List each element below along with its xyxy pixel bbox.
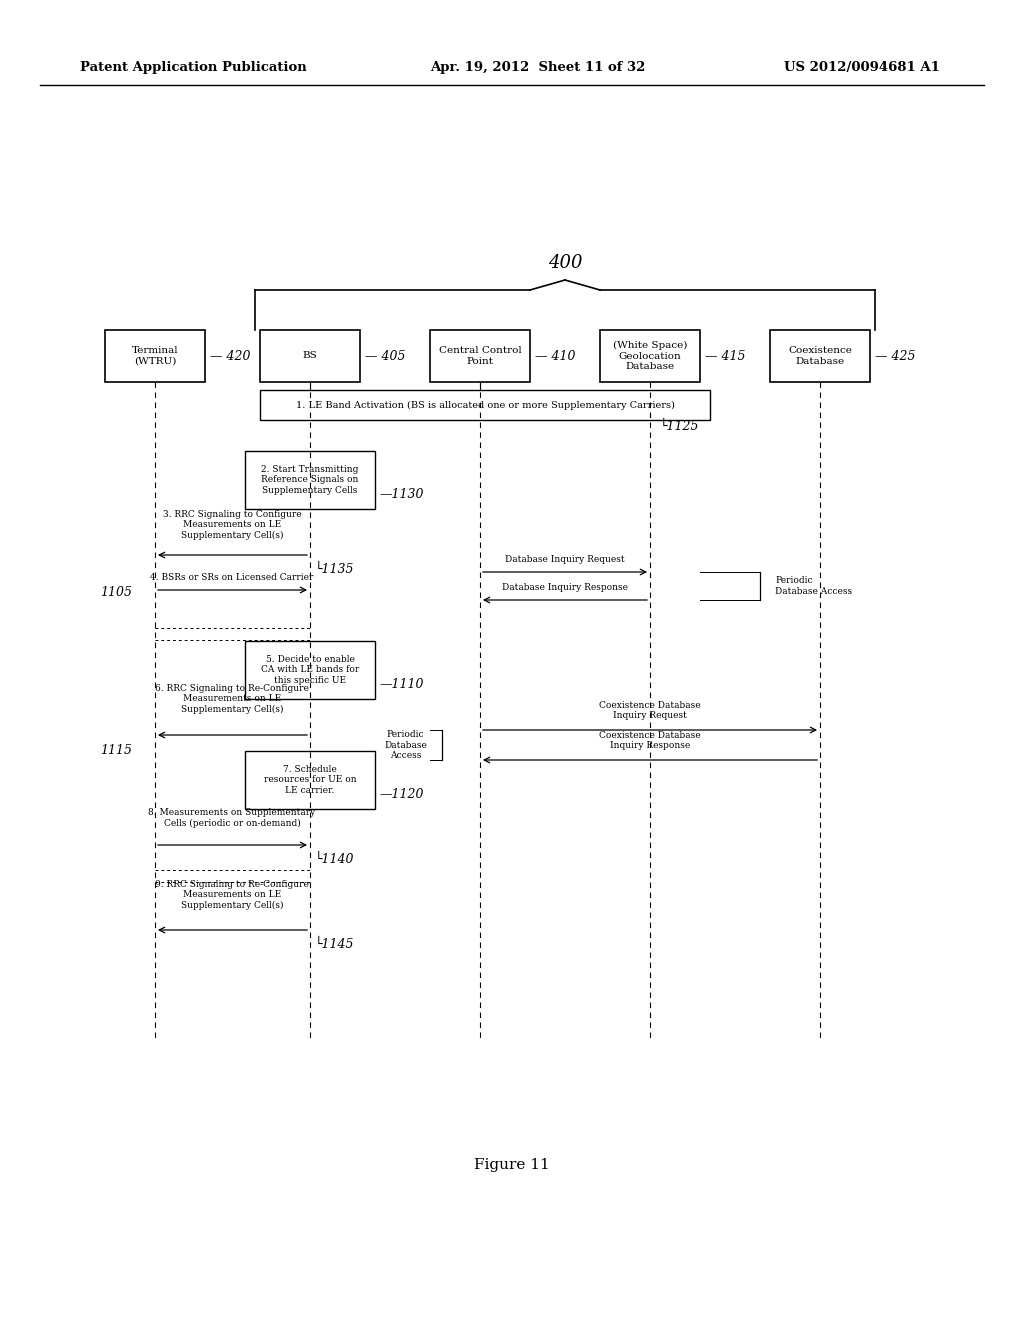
Text: 400: 400 xyxy=(548,253,583,272)
Text: — 415: — 415 xyxy=(705,350,745,363)
Text: Database Inquiry Response: Database Inquiry Response xyxy=(502,583,628,591)
Text: —1130: —1130 xyxy=(380,488,425,502)
Text: Coexistence Database
Inquiry Response: Coexistence Database Inquiry Response xyxy=(599,730,700,750)
Text: Periodic
Database Access: Periodic Database Access xyxy=(775,577,852,595)
Text: — 405: — 405 xyxy=(365,350,406,363)
FancyBboxPatch shape xyxy=(430,330,530,381)
FancyBboxPatch shape xyxy=(260,330,360,381)
FancyBboxPatch shape xyxy=(600,330,700,381)
FancyBboxPatch shape xyxy=(245,751,375,809)
Text: 1115: 1115 xyxy=(100,743,132,756)
Text: 3. RRC Signaling to Configure
Measurements on LE
Supplementary Cell(s): 3. RRC Signaling to Configure Measuremen… xyxy=(163,510,301,540)
Text: Periodic
Database
Access: Periodic Database Access xyxy=(384,730,427,760)
Text: 8. Measurements on Supplementary
Cells (periodic or on-demand): 8. Measurements on Supplementary Cells (… xyxy=(148,808,315,828)
Text: Central Control
Point: Central Control Point xyxy=(438,346,521,366)
Text: 9. RRC Signaling to Re-Configure
Measurements on LE
Supplementary Cell(s): 9. RRC Signaling to Re-Configure Measure… xyxy=(155,880,309,909)
Text: Terminal
(WTRU): Terminal (WTRU) xyxy=(132,346,178,366)
FancyBboxPatch shape xyxy=(260,389,710,420)
Text: 7. Schedule
resources for UE on
LE carrier.: 7. Schedule resources for UE on LE carri… xyxy=(264,766,356,795)
Text: 1105: 1105 xyxy=(100,586,132,598)
Text: 2. Start Transmitting
Reference Signals on
Supplementary Cells: 2. Start Transmitting Reference Signals … xyxy=(261,465,358,495)
Text: └1145: └1145 xyxy=(315,939,354,950)
FancyBboxPatch shape xyxy=(105,330,205,381)
FancyBboxPatch shape xyxy=(770,330,870,381)
Text: 1. LE Band Activation (BS is allocated one or more Supplementary Carriers): 1. LE Band Activation (BS is allocated o… xyxy=(296,400,675,409)
FancyBboxPatch shape xyxy=(245,642,375,700)
Text: Patent Application Publication: Patent Application Publication xyxy=(80,62,307,74)
Text: — 420: — 420 xyxy=(210,350,251,363)
Text: └1135: └1135 xyxy=(315,564,354,576)
Text: └1140: └1140 xyxy=(315,853,354,866)
Text: — 425: — 425 xyxy=(874,350,915,363)
Text: Coexistence
Database: Coexistence Database xyxy=(788,346,852,366)
Text: —1120: —1120 xyxy=(380,788,425,801)
FancyBboxPatch shape xyxy=(245,451,375,510)
Text: BS: BS xyxy=(303,351,317,360)
Text: — 410: — 410 xyxy=(535,350,575,363)
Text: Apr. 19, 2012  Sheet 11 of 32: Apr. 19, 2012 Sheet 11 of 32 xyxy=(430,62,645,74)
Text: Coexistence Database
Inquiry Request: Coexistence Database Inquiry Request xyxy=(599,701,700,719)
Text: —1110: —1110 xyxy=(380,678,425,690)
Text: Database Inquiry Request: Database Inquiry Request xyxy=(505,554,625,564)
Text: 6. RRC Signaling to Re-Configure
Measurements on LE
Supplementary Cell(s): 6. RRC Signaling to Re-Configure Measure… xyxy=(155,684,309,714)
Text: └1125: └1125 xyxy=(660,420,699,433)
Text: Figure 11: Figure 11 xyxy=(474,1158,550,1172)
Text: 4. BSRs or SRs on Licensed Carrier: 4. BSRs or SRs on Licensed Carrier xyxy=(151,573,313,582)
Text: 5. Decide to enable
CA with LE bands for
this specific UE: 5. Decide to enable CA with LE bands for… xyxy=(261,655,359,685)
Text: (White Space)
Geolocation
Database: (White Space) Geolocation Database xyxy=(612,341,687,371)
Text: US 2012/0094681 A1: US 2012/0094681 A1 xyxy=(784,62,940,74)
